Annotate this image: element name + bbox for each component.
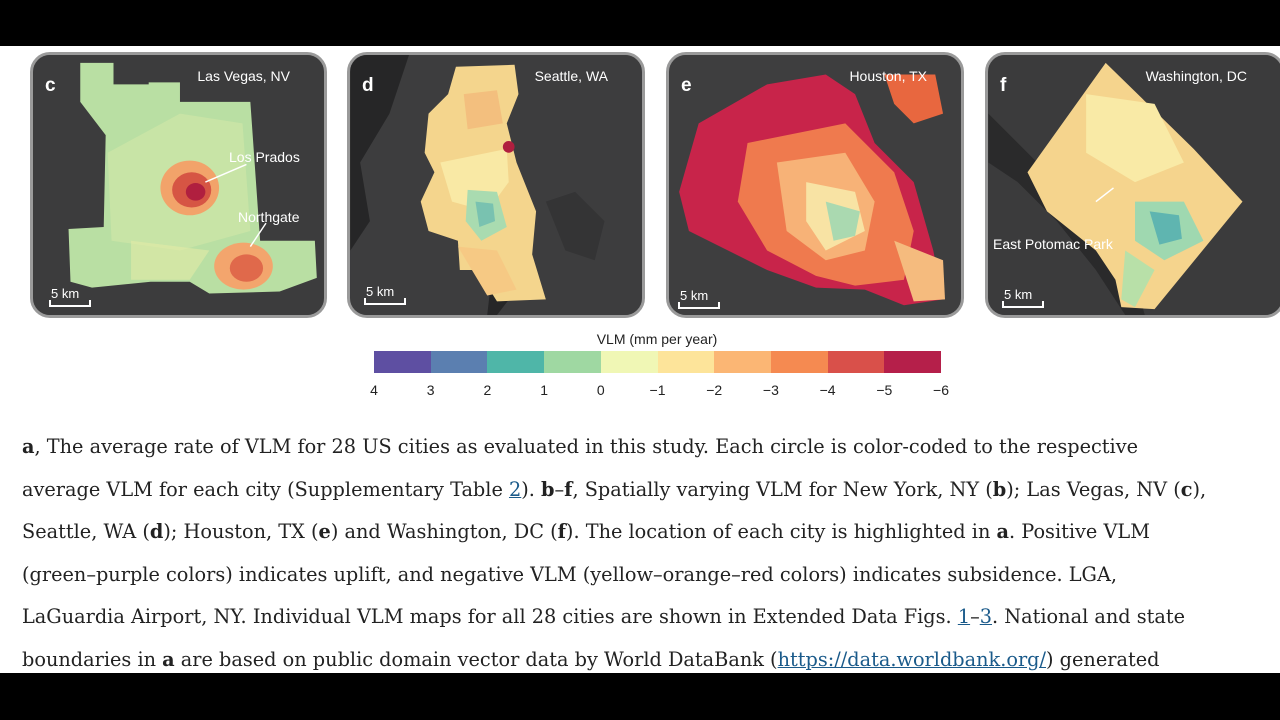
caption-bold: d xyxy=(149,520,164,543)
caption-bold: b xyxy=(992,477,1007,501)
city-name: Houston, TX xyxy=(849,68,927,84)
colorbar-segment xyxy=(884,351,942,373)
scale-line xyxy=(49,300,91,307)
panel-label: f xyxy=(1000,75,1007,96)
city-name: Seattle, WA xyxy=(534,68,608,84)
caption-bold: f xyxy=(557,520,566,543)
colorbar-segment xyxy=(544,351,601,373)
scale-label: 5 km xyxy=(366,284,395,299)
map-panel-washington: f Washington, DC East Potomac Park 5 km xyxy=(985,52,1280,318)
colorbar-segment xyxy=(600,351,658,373)
panel-label: e xyxy=(681,75,692,96)
colorbar-segment xyxy=(827,351,885,373)
caption-text: ). xyxy=(521,477,542,501)
panel-label: d xyxy=(362,75,374,96)
annotation-los-prados: Los Prados xyxy=(229,149,300,165)
annotation-east-potomac-park: East Potomac Park xyxy=(993,236,1113,252)
scale-bar: 5 km xyxy=(678,289,720,309)
caption-text: boundaries in xyxy=(22,647,163,671)
caption-bold: b xyxy=(541,477,555,501)
scale-line xyxy=(678,302,720,309)
colorbar xyxy=(374,351,942,373)
annotation-northgate: Northgate xyxy=(238,209,300,225)
colorbar-tick-label: 1 xyxy=(540,382,548,398)
caption-line-5: LaGuardia Airport, NY. Individual VLM ma… xyxy=(22,596,1280,639)
colorbar-tick-label: −5 xyxy=(876,382,893,398)
colorbar-tick-label: 0 xyxy=(596,382,605,398)
caption-text: ) and Washington, DC ( xyxy=(330,520,558,543)
colorbar-segment xyxy=(487,351,545,373)
caption-text: are based on public domain vector data b… xyxy=(174,647,778,671)
caption-text: ); Houston, TX ( xyxy=(163,520,319,543)
caption-text: LaGuardia Airport, NY. Individual VLM ma… xyxy=(22,605,958,628)
colorbar-tick-label: −4 xyxy=(819,382,836,398)
scale-bar: 5 km xyxy=(364,285,406,305)
colorbar-tick-label: −1 xyxy=(649,382,666,398)
scale-bar: 5 km xyxy=(1002,288,1044,308)
caption-bold: f xyxy=(564,477,573,501)
caption-text: . National and state xyxy=(992,605,1186,628)
caption-text: (green–purple colors) indicates uplift, … xyxy=(22,562,1118,586)
colorbar-segment xyxy=(714,351,771,373)
caption-text: ); Las Vegas, NV ( xyxy=(1006,477,1181,501)
scale-bar: 5 km xyxy=(49,287,91,307)
extended-data-fig-3-link[interactable]: 3 xyxy=(979,605,993,628)
houston-vlm-map xyxy=(669,55,961,315)
extended-data-fig-1-link[interactable]: 1 xyxy=(957,605,971,628)
colorbar-title: VLM (mm per year) xyxy=(596,331,718,347)
caption-text: Seattle, WA ( xyxy=(22,520,150,543)
map-panel-las-vegas: c Las Vegas, NV Los Prados Northgate 5 k… xyxy=(30,52,327,318)
scale-label: 5 km xyxy=(680,288,709,303)
caption-bold: a xyxy=(22,435,35,458)
caption-line-3: Seattle, WA (d); Houston, TX (e) and Was… xyxy=(22,511,1280,554)
caption-text: – xyxy=(970,605,980,628)
caption-text: ) generated xyxy=(1046,647,1160,671)
figure-page: c Las Vegas, NV Los Prados Northgate 5 k… xyxy=(0,46,1280,673)
figure-caption: a, The average rate of VLM for 28 US cit… xyxy=(22,426,1280,673)
caption-text: ). The location of each city is highligh… xyxy=(565,520,997,543)
caption-bold: c xyxy=(1180,477,1193,501)
colorbar-tick-label: −2 xyxy=(706,382,723,398)
caption-bold: e xyxy=(318,520,331,543)
scale-line xyxy=(364,298,406,305)
colorbar-tick-label: −6 xyxy=(933,382,949,398)
washington-vlm-map xyxy=(988,55,1280,315)
seattle-vlm-map xyxy=(350,55,642,315)
map-panel-houston: e Houston, TX 5 km xyxy=(666,52,964,318)
scale-label: 5 km xyxy=(1004,287,1033,302)
caption-line-6: boundaries in a are based on public doma… xyxy=(22,639,1280,674)
caption-line-4: (green–purple colors) indicates uplift, … xyxy=(22,554,1280,597)
caption-bold: a xyxy=(162,647,175,671)
worldbank-link[interactable]: https://data.worldbank.org/ xyxy=(777,647,1047,671)
scale-line xyxy=(1002,301,1044,308)
caption-text: , Spatially varying VLM for New York, NY… xyxy=(572,477,993,501)
panel-label: c xyxy=(45,75,56,96)
colorbar-segment xyxy=(430,351,488,373)
caption-text: . Positive VLM xyxy=(1009,520,1150,543)
caption-line-2: average VLM for each city (Supplementary… xyxy=(22,469,1280,512)
map-panel-seattle: d Seattle, WA 5 km xyxy=(347,52,645,318)
caption-text: – xyxy=(554,477,565,501)
colorbar-ticks: 4 3 2 1 0 −1 −2 −3 −4 −5 −6 xyxy=(370,382,949,398)
city-name: Washington, DC xyxy=(1145,68,1247,84)
scale-label: 5 km xyxy=(51,286,80,301)
colorbar-tick-label: −3 xyxy=(762,382,779,398)
caption-text: average VLM for each city (Supplementary… xyxy=(22,477,509,501)
caption-line-1: a, The average rate of VLM for 28 US cit… xyxy=(22,426,1280,469)
caption-bold: a xyxy=(996,520,1010,543)
colorbar-tick-label: 4 xyxy=(370,382,378,398)
city-name: Las Vegas, NV xyxy=(197,68,290,84)
las-vegas-vlm-map xyxy=(33,55,324,315)
colorbar-segment xyxy=(770,351,828,373)
supplementary-table-link[interactable]: 2 xyxy=(508,477,522,501)
caption-text: ), xyxy=(1192,477,1207,501)
colorbar-tick-label: 3 xyxy=(426,382,435,398)
colorbar-segment xyxy=(374,351,431,373)
colorbar-tick-label: 2 xyxy=(483,382,492,398)
caption-text: , The average rate of VLM for 28 US citi… xyxy=(34,435,1139,458)
colorbar-segment xyxy=(657,351,715,373)
